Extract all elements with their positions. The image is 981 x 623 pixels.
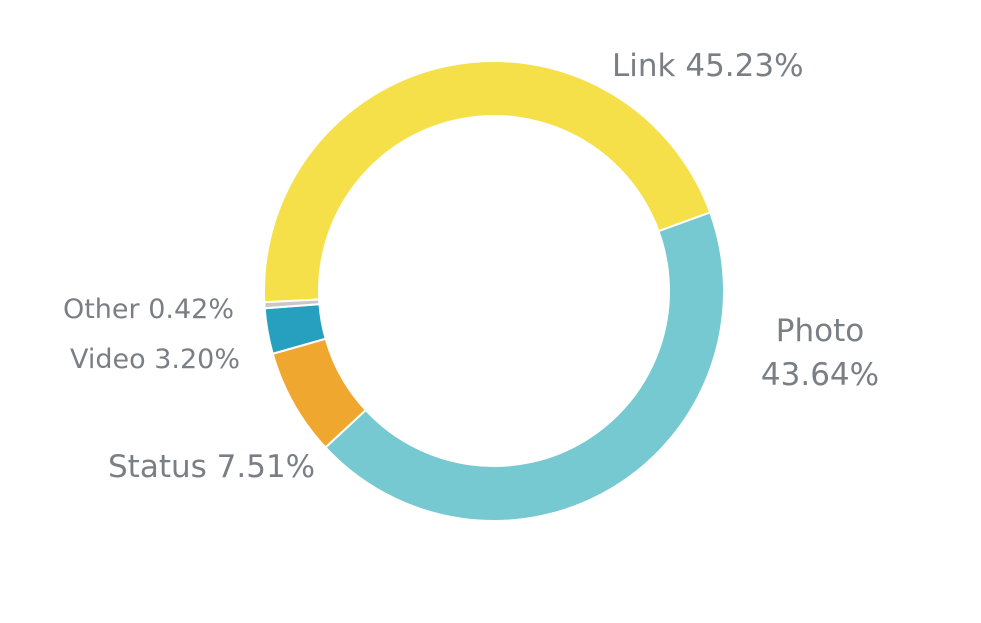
value-label: 43.64% [761,357,879,393]
donut-segment [324,211,725,523]
segment-label: Link 45.23% [612,48,804,84]
category-name: Photo [776,313,864,349]
value-label: 7.51% [217,449,315,485]
segment-label: Photo 43.64% [761,313,879,393]
category-name: Link [612,48,676,84]
category-name: Video [70,344,146,375]
category-name: Status [108,449,207,485]
value-label: 0.42% [148,294,234,325]
segment-label: Other 0.42% [63,294,234,325]
donut-segment [263,60,712,304]
value-label: 45.23% [685,48,803,84]
value-label: 3.20% [154,344,240,375]
category-name: Other [63,294,141,325]
segment-label: Status 7.51% [108,449,315,485]
donut-segment [263,298,321,310]
segment-label: Video 3.20% [70,344,240,375]
